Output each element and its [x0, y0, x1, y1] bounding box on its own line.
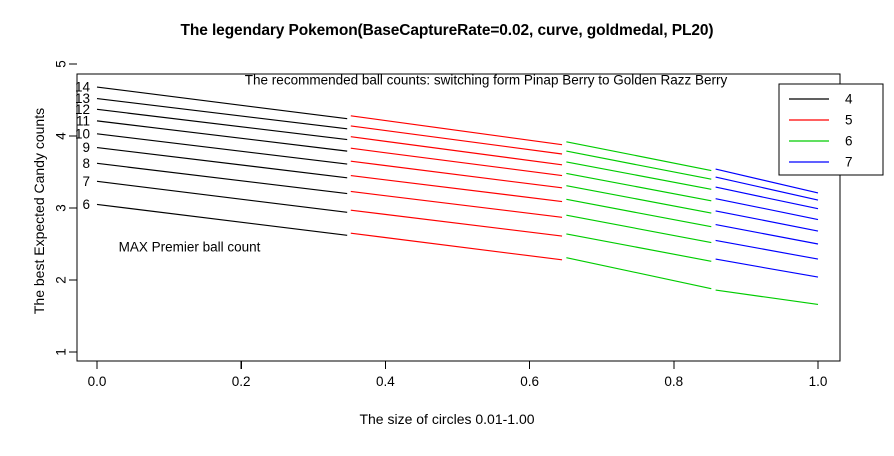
series-line-segment [350, 125, 563, 155]
legend-label[interactable]: 5 [845, 113, 853, 128]
legend-label[interactable]: 7 [845, 155, 853, 170]
series-line-segment [715, 168, 819, 194]
series-line-segment [96, 133, 348, 165]
series-line-segment [566, 172, 712, 202]
series-label: 12 [75, 102, 90, 117]
page-title: The legendary Pokemon(BaseCaptureRate=0.… [180, 22, 714, 39]
x-tick-label: 1.0 [809, 374, 828, 389]
series-line-segment [96, 120, 348, 152]
series-line-segment [715, 176, 819, 201]
series-label: 10 [75, 126, 90, 141]
legend-label[interactable]: 4 [845, 92, 853, 107]
y-tick-label: 2 [54, 276, 69, 284]
legend[interactable]: 4 5 6 7 [778, 83, 884, 176]
series-line-segment [96, 162, 348, 195]
x-tick-label: 0.2 [232, 374, 251, 389]
series-line-segment [715, 289, 819, 306]
series-label: 7 [82, 174, 90, 189]
series-label: 14 [75, 80, 91, 95]
series-label: 11 [76, 113, 90, 128]
series-line-segment [715, 258, 819, 278]
x-tick-label: 0.8 [664, 374, 683, 389]
plot-border [76, 73, 841, 362]
series-line-segment [96, 146, 348, 179]
series-line-segment [566, 198, 712, 228]
series-line-segment [566, 185, 712, 214]
series-label: 6 [82, 197, 90, 212]
series-label: 13 [75, 91, 90, 106]
series-line-segment [715, 186, 819, 210]
legend-label[interactable]: 6 [845, 134, 853, 149]
annotations: The recommended ball counts: switching f… [119, 72, 728, 254]
series-line-segment [566, 161, 712, 190]
y-tick-label: 1 [54, 348, 69, 356]
x-tick-label: 0.4 [376, 374, 395, 389]
series-line-segment [350, 160, 563, 189]
series-label: 8 [82, 156, 90, 171]
series-line-segment [96, 97, 348, 130]
series-line-segment [350, 115, 563, 146]
series-line-segment [715, 210, 819, 232]
series-line-segment [566, 233, 712, 262]
series-line-segment [350, 147, 563, 177]
data-series-group [96, 86, 819, 306]
series-line-segment [566, 150, 712, 180]
y-tick-label: 4 [54, 132, 69, 140]
series-line-segment [566, 257, 712, 290]
series-line-segment [715, 239, 819, 260]
series-line-segment [96, 86, 348, 120]
series-line-segment [566, 141, 712, 172]
series-line-segment [350, 232, 563, 261]
series-line-segment [96, 180, 348, 213]
y-tick-label: 5 [54, 60, 69, 68]
series-line-segment [350, 136, 563, 166]
y-tick-label: 3 [54, 204, 69, 212]
series-line-segment [350, 190, 563, 218]
series-line-segment [96, 203, 348, 236]
series-label: 9 [82, 140, 90, 155]
x-tick-label: 0.0 [88, 374, 107, 389]
recommended-ball-counts-note: The recommended ball counts: switching f… [245, 72, 728, 87]
series-line-segment [96, 108, 348, 141]
series-line-segment [350, 175, 563, 203]
x-tick-label: 0.6 [520, 374, 539, 389]
series-line-segment [566, 214, 712, 244]
series-line-segment [350, 209, 563, 237]
series-line-segment [715, 223, 819, 245]
series-line-segment [715, 198, 819, 221]
x-axis-label: The size of circles 0.01-1.00 [359, 411, 535, 427]
max-premier-ball-note: MAX Premier ball count [119, 239, 261, 254]
